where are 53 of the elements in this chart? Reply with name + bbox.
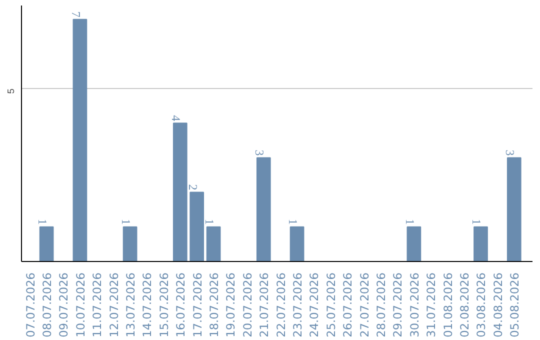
bar	[474, 226, 488, 262]
data-label: 3	[503, 150, 518, 156]
x-tick-label: 31.07.2026	[424, 272, 438, 338]
x-tick-label: 26.07.2026	[340, 272, 355, 338]
x-tick-label: 30.07.2026	[407, 272, 422, 338]
bar	[172, 122, 188, 262]
x-tick-label: 16.07.2026	[174, 272, 188, 338]
x-tick-label: 29.07.2026	[390, 272, 405, 338]
x-tick-label: 21.07.2026	[257, 272, 272, 338]
bar	[506, 157, 522, 262]
data-label: 1	[119, 218, 134, 225]
x-tick-label: 07.07.2026	[23, 272, 38, 338]
x-tick-label: 02.08.2026	[458, 272, 472, 338]
x-tick-label: 04.08.2026	[490, 272, 505, 338]
bar	[406, 226, 422, 262]
x-tick-label: 15.07.2026	[156, 272, 171, 338]
data-label: 1	[202, 218, 217, 225]
x-tick-label: 14.07.2026	[140, 272, 154, 338]
x-tick-label: 12.07.2026	[106, 272, 121, 338]
bar	[190, 192, 204, 262]
x-tick-label: 25.07.2026	[324, 272, 338, 338]
x-tick-label: 18.07.2026	[207, 272, 222, 338]
bar	[256, 157, 271, 262]
x-tick-label: 20.07.2026	[240, 272, 254, 338]
x-tick-label: 23.07.2026	[290, 272, 305, 338]
data-label: 1	[402, 218, 417, 225]
x-tick-label: 28.07.2026	[374, 272, 388, 338]
x-tick-label: 19.07.2026	[224, 272, 238, 338]
x-tick-label: 08.07.2026	[40, 272, 54, 338]
x-tick-label: 10.07.2026	[73, 272, 88, 338]
data-label: 2	[186, 184, 200, 190]
x-tick-label: 11.07.2026	[90, 272, 104, 338]
data-label: 7	[68, 11, 83, 18]
data-label: 1	[36, 218, 50, 225]
x-tick-label: 05.08.2026	[508, 272, 522, 338]
bar	[206, 226, 221, 262]
data-label: 1	[286, 218, 300, 225]
bar	[39, 226, 54, 262]
y-tick-label: 5	[6, 88, 16, 94]
bar	[72, 18, 88, 262]
data-label: 3	[252, 150, 267, 156]
x-tick-label: 17.07.2026	[190, 272, 204, 338]
data-label: 1	[470, 218, 484, 225]
x-tick-label: 09.07.2026	[56, 272, 71, 338]
x-tick-label: 13.07.2026	[124, 272, 138, 338]
x-tick-label: 24.07.2026	[307, 272, 322, 338]
x-tick-label: 03.08.2026	[474, 272, 488, 338]
x-tick-label: 22.07.2026	[274, 272, 288, 338]
bar	[290, 226, 304, 262]
data-label: 4	[169, 115, 184, 122]
bar	[122, 226, 138, 262]
x-tick-label: 27.07.2026	[357, 272, 372, 338]
x-tick-label: 01.08.2026	[440, 272, 455, 338]
